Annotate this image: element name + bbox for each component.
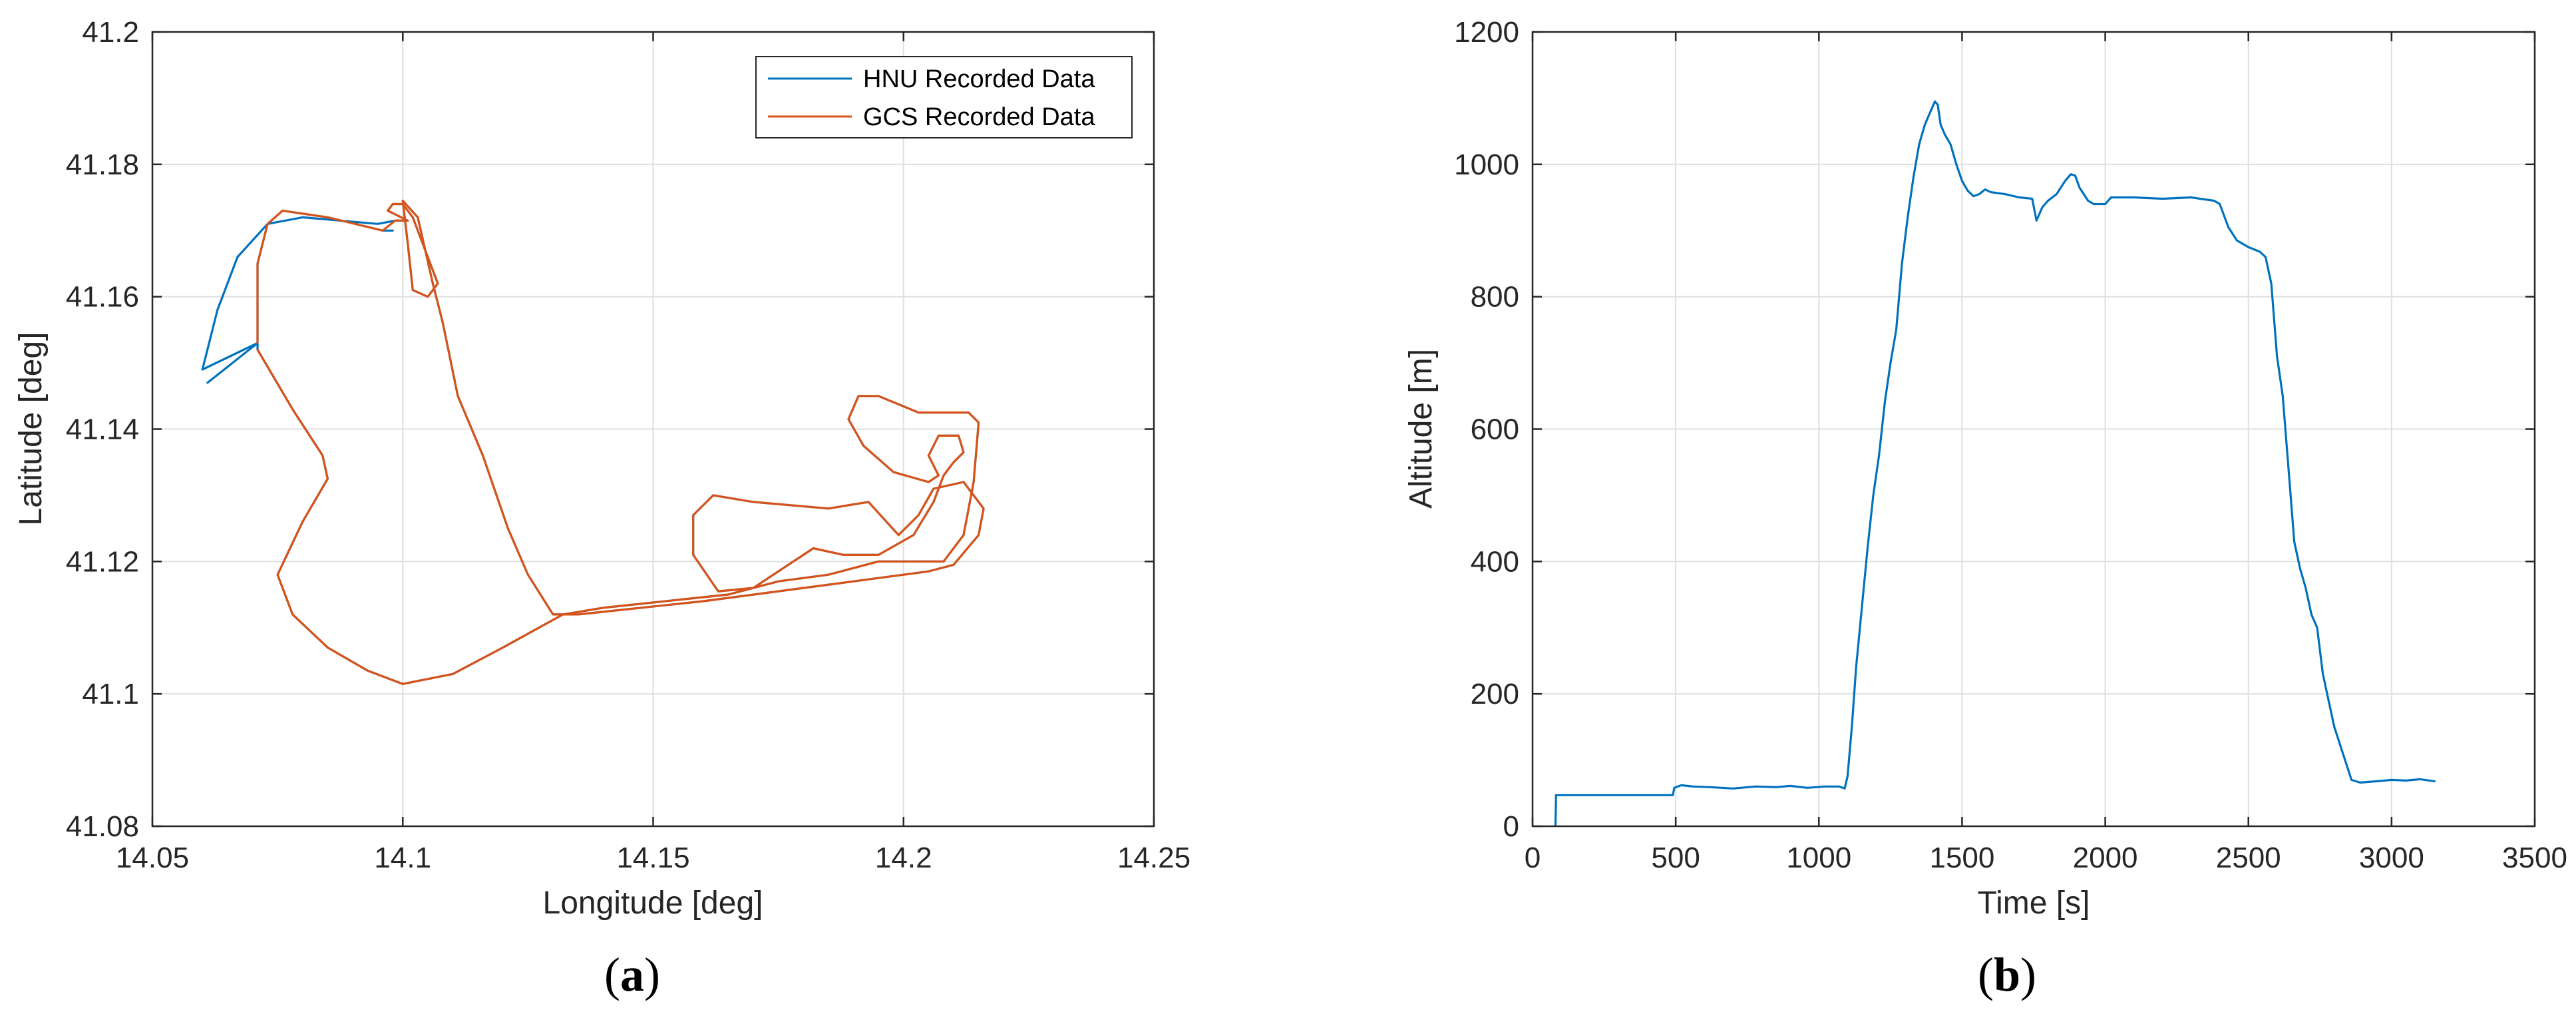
y-tick-label: 1200 [1454,16,1519,49]
x-tick-labels-b: 0 500 1000 1500 2000 2500 3000 3500 [1525,842,2567,874]
x-tick-label: 3500 [2502,842,2567,874]
x-axis-label-b: Time [s] [1978,885,2090,921]
y-tick-labels-b: 0 200 400 600 800 1000 1200 [1454,16,1519,843]
y-tick-label: 41.14 [66,413,139,446]
altitude-line [1554,100,2436,826]
caption-letter-a: a [620,948,644,1001]
x-tick-label: 14.25 [1117,842,1191,874]
x-tick-label: 500 [1651,842,1700,874]
tick-marks-a [151,31,1155,828]
y-tick-label: 200 [1471,678,1519,710]
y-tick-label: 41.16 [66,281,139,314]
caption-letter-b: b [1994,948,2020,1001]
caption-a: (a) [604,948,660,1001]
legend: HNU Recorded Data GCS Recorded Data [755,56,1133,138]
series-group-a [201,199,985,685]
latitude-longitude-chart: 14.05 14.1 14.15 14.2 14.25 41.0841.141.1241… [13,16,1191,1001]
y-axis-label-b: Altitude [m] [1403,349,1439,509]
y-tick-label: 41.2 [82,16,139,49]
y-tick-labels-a: 41.08 41.1 41.12 41.14 41.16 41.18 41.2 [66,16,139,843]
series-group-b [1554,100,2436,826]
legend-label-hnu: HNU Recorded Data [863,65,1095,93]
y-tick-label: 1000 [1454,148,1519,181]
x-tick-label: 14.1 [374,842,431,874]
gcs-recorded-data-line [256,199,985,685]
altitude-time-chart: 0 500 1000 1500 2000 2500 3000 3500 0 200 400 600 8… [1403,16,2567,1001]
y-axis-label-a: Latitude [deg] [13,332,49,526]
caption-b: (b) [1978,948,2036,1001]
x-tick-label: 3000 [2359,842,2424,874]
y-tick-label: 41.1 [82,678,139,710]
x-tick-labels-a: 14.05 14.1 14.15 14.2 14.25 [116,842,1191,874]
y-tick-label: 41.08 [66,810,139,843]
x-tick-label: 14.05 [116,842,189,874]
x-tick-label: 2500 [2216,842,2281,874]
x-tick-label: 0 [1525,842,1541,874]
grid-a [152,31,1155,827]
x-tick-label: 2000 [2073,842,2138,874]
legend-label-gcs: GCS Recorded Data [863,103,1095,131]
y-tick-label: 800 [1471,281,1519,314]
legend-box [755,56,1133,138]
y-tick-label: 0 [1503,810,1519,843]
x-axis-label-a: Longitude [deg] [543,885,763,921]
x-tick-label: 14.2 [875,842,932,874]
y-tick-label: 400 [1471,545,1519,578]
y-tick-label: 41.12 [66,545,139,578]
tick-marks-b [1531,31,2536,828]
x-tick-label: 1000 [1786,842,1851,874]
x-tick-label: 1500 [1929,842,1994,874]
x-tick-label: 14.15 [616,842,689,874]
y-tick-label: 600 [1471,413,1519,446]
y-tick-label: 41.18 [66,148,139,181]
